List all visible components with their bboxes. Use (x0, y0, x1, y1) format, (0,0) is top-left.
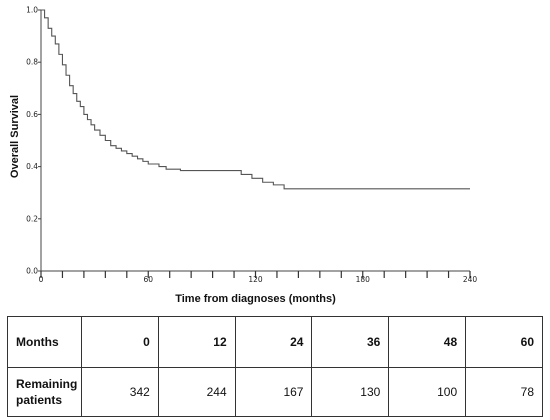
x-tick-label: 180 (356, 275, 371, 284)
y-tick-label: 0.2 (26, 214, 38, 223)
survival-curve (41, 9, 470, 190)
month-cell: 60 (465, 316, 543, 368)
y-axis-label: Overall Survival (9, 95, 21, 178)
month-cell: 48 (388, 316, 467, 368)
y-tick-label: 0.4 (26, 162, 38, 171)
survival-chart: 0.0 0.2 0.4 0.6 0.8 1.0 0 60 120 180 240 Time fro… (9, 6, 478, 306)
patients-cell: 342 (81, 367, 159, 417)
month-cell: 0 (81, 316, 159, 368)
y-tick-label: 0.8 (26, 58, 38, 67)
x-tick-label: 0 (39, 275, 44, 284)
month-cell: 12 (157, 316, 236, 368)
patients-cell: 167 (234, 367, 313, 417)
x-tick-label: 60 (143, 275, 153, 284)
month-cell: 36 (311, 316, 390, 368)
months-label: Months (7, 316, 82, 368)
y-tick-label: 1.0 (26, 6, 38, 15)
patients-cell: 244 (157, 367, 236, 417)
y-tick-label: 0.6 (26, 110, 38, 119)
x-axis-ticks: 0 60 120 180 240 (39, 271, 478, 284)
month-cell: 24 (234, 316, 313, 368)
x-tick-label: 240 (463, 275, 478, 284)
patients-cell: 130 (311, 367, 390, 417)
patients-cell: 78 (465, 367, 543, 417)
x-tick-label: 120 (248, 275, 263, 284)
table-header-row: Months 0 12 24 36 48 60 (7, 316, 543, 368)
y-axis-ticks: 0.0 0.2 0.4 0.6 0.8 1.0 (26, 6, 41, 276)
patients-at-risk-table: Months 0 12 24 36 48 60 Remaining patien… (7, 316, 543, 417)
remaining-patients-label: Remaining patients (7, 367, 82, 417)
y-tick-label: 0.0 (26, 267, 38, 276)
x-axis-label: Time from diagnoses (months) (175, 293, 336, 305)
patients-cell: 100 (388, 367, 467, 417)
table-data-row: Remaining patients 342 244 167 130 100 7… (7, 367, 543, 417)
